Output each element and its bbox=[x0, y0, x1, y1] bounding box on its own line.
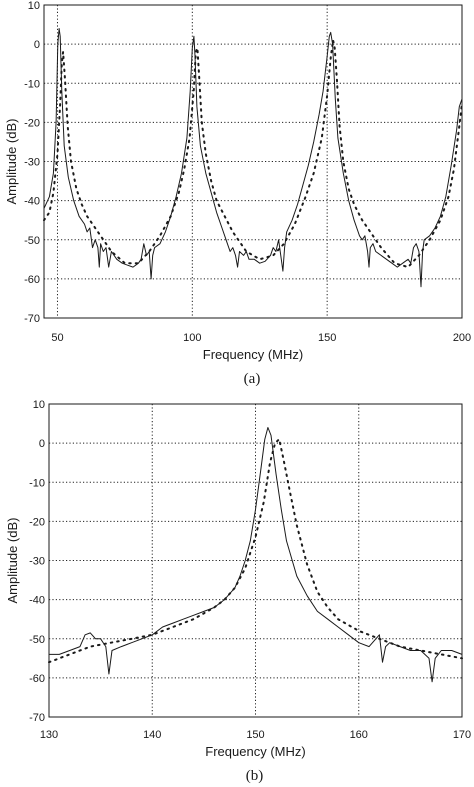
x-tick-label: 160 bbox=[350, 729, 368, 741]
series-line-solid bbox=[49, 427, 463, 683]
y-tick-label: -40 bbox=[29, 595, 45, 607]
series-line-measured-dotted bbox=[43, 39, 463, 269]
plot-frame bbox=[48, 403, 463, 718]
y-tick-label: -10 bbox=[29, 477, 45, 489]
y-axis-title: Amplitude (dB) bbox=[4, 119, 19, 205]
figure-caption: (b) bbox=[246, 768, 264, 784]
x-axis-title: Frequency (MHz) bbox=[203, 347, 303, 362]
x-tick-label: 170 bbox=[453, 729, 471, 741]
x-tick-label: 200 bbox=[453, 332, 471, 344]
y-tick-label: 10 bbox=[33, 399, 45, 411]
y-tick-label: -60 bbox=[24, 274, 40, 286]
x-tick-label: 100 bbox=[183, 332, 201, 344]
x-tick-label: 130 bbox=[40, 729, 58, 741]
y-tick-label: 0 bbox=[34, 39, 40, 51]
y-tick-label: -70 bbox=[24, 313, 40, 325]
y-tick-label: -50 bbox=[29, 634, 45, 646]
y-tick-label: 10 bbox=[28, 0, 40, 12]
figure-caption: (a) bbox=[244, 371, 261, 387]
y-tick-label: -20 bbox=[29, 516, 45, 528]
y-tick-label: -30 bbox=[24, 157, 40, 169]
plot-frame bbox=[43, 4, 463, 319]
x-tick-label: 140 bbox=[143, 729, 161, 741]
y-axis-title: Amplitude (dB) bbox=[5, 518, 20, 604]
y-tick-label: 0 bbox=[39, 438, 45, 450]
x-tick-label: 50 bbox=[51, 332, 63, 344]
y-tick-label: -20 bbox=[24, 117, 40, 129]
y-tick-label: -60 bbox=[29, 673, 45, 685]
series-line-measured-dotted bbox=[48, 438, 463, 664]
series-line-solid bbox=[43, 28, 463, 288]
y-tick-label: -40 bbox=[24, 196, 40, 208]
y-tick-label: -30 bbox=[29, 556, 45, 568]
x-tick-label: 150 bbox=[318, 332, 336, 344]
y-tick-label: -50 bbox=[24, 235, 40, 247]
y-tick-label: -10 bbox=[24, 78, 40, 90]
x-axis-title: Frequency (MHz) bbox=[205, 744, 305, 759]
y-tick-label: -70 bbox=[29, 712, 45, 724]
chart-b: 10 0 -10 -20 -30 -40 -50 -60 -70 130 140 150 160 170 F… bbox=[5, 399, 471, 784]
x-tick-label: 150 bbox=[246, 729, 264, 741]
